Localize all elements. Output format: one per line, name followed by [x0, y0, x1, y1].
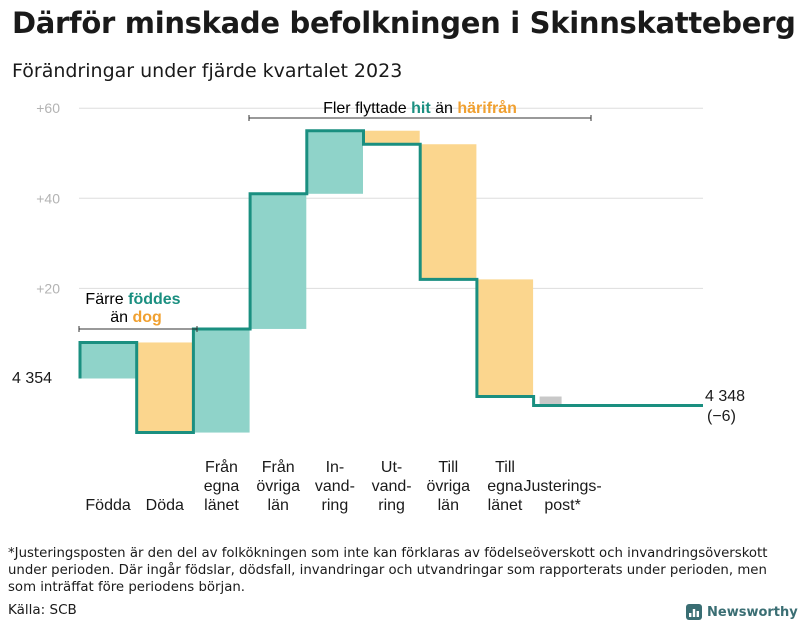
bar-increase	[193, 328, 250, 433]
annotation-text: Fler flyttade	[323, 100, 407, 117]
brand-logo: Newsworthy	[686, 604, 798, 620]
bar-decrease	[136, 342, 193, 433]
bars	[80, 130, 562, 433]
category-label: Från	[262, 458, 295, 476]
category-label: övriga	[427, 478, 471, 495]
bar-increase	[250, 193, 307, 329]
footnote: *Justeringsposten är den del av folkökni…	[8, 546, 768, 595]
bar-adjustment	[539, 396, 562, 406]
category-label: vand-	[372, 478, 412, 495]
annotation-text: Färre	[85, 291, 123, 308]
annotation-migration: Fler flyttade hit än härifrån	[248, 99, 592, 121]
category-label: länet	[488, 497, 523, 514]
category-label: Döda	[146, 497, 184, 514]
category-label: post*	[544, 497, 580, 514]
bar-decrease	[476, 279, 534, 397]
category-label: Födda	[85, 497, 130, 514]
end-value-label: 4 348	[705, 388, 745, 405]
annotation-text: än	[110, 309, 128, 326]
category-label: län	[268, 497, 289, 514]
annotation-bracket	[248, 115, 592, 121]
category-labels: Födda Döda Från egna länet Från övriga län In-va…	[85, 458, 601, 514]
category-label: egna	[204, 478, 240, 495]
category-label: vand-	[315, 478, 355, 495]
annotation-births-line2: än dog	[110, 309, 162, 326]
annotation-births-line1: Färre föddes	[85, 291, 180, 308]
bar-decrease	[420, 144, 477, 280]
annotation-highlight-deaths: dog	[132, 309, 161, 326]
annotation-highlight-births: föddes	[128, 291, 181, 308]
bar-decrease	[363, 130, 420, 145]
baseline-label: 4 354	[12, 370, 52, 387]
y-tick-label: +60	[36, 100, 60, 116]
annotation-migration-text: Fler flyttade hit än härifrån	[323, 99, 517, 117]
category-label: övriga	[256, 478, 300, 495]
cumulative-step-line	[78, 129, 703, 435]
annotation-bracket	[78, 326, 198, 332]
category-label: Till	[495, 459, 515, 476]
category-label: Till	[438, 459, 458, 476]
category-label: Justerings-	[523, 478, 601, 495]
category-label: egna	[487, 478, 523, 495]
annotation-highlight-out: härifrån	[457, 99, 517, 117]
category-label: In-	[326, 459, 345, 476]
category-label: Från	[205, 458, 238, 476]
y-tick-label: +20	[36, 280, 60, 296]
gridlines: +20 +40 +60	[36, 100, 703, 296]
category-label: länet	[204, 497, 239, 514]
chart-title: Därför minskade befolkningen i Skinnskat…	[12, 6, 796, 40]
bar-increase	[80, 342, 137, 379]
cumulative-line	[78, 129, 703, 435]
annotation-highlight-in: hit	[411, 100, 431, 117]
waterfall-chart: +20 +40 +60 Födda Döda Från egna länet Från övri…	[12, 99, 745, 514]
category-label: ring	[378, 497, 405, 514]
y-tick-label: +40	[36, 190, 60, 206]
chart-subtitle: Förändringar under fjärde kvartalet 2023	[12, 60, 403, 82]
end-change-label: (−6)	[707, 408, 736, 425]
bar-chart-logo-icon	[686, 604, 702, 620]
category-label: län	[438, 497, 459, 514]
category-label: ring	[322, 497, 349, 514]
bar-increase	[306, 130, 363, 194]
category-label: Ut-	[381, 459, 402, 476]
annotation-text: än	[435, 100, 453, 117]
source-label: Källa: SCB	[8, 602, 77, 618]
annotation-births-deaths: Färre föddes än dog	[78, 291, 198, 332]
brand-name: Newsworthy	[707, 604, 798, 620]
